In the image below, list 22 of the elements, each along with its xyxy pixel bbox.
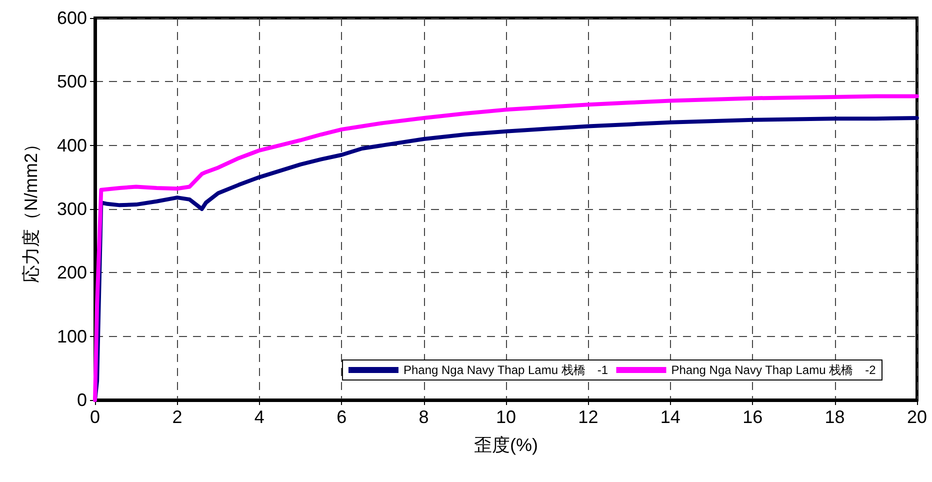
x-tick-label: 18 — [824, 407, 845, 427]
y-tick-label: 500 — [56, 72, 87, 92]
x-tick-label: 6 — [336, 407, 347, 427]
x-axis-title: 歪度(%) — [474, 435, 538, 455]
y-tick-label: 100 — [56, 326, 87, 346]
x-tick-label: 20 — [906, 407, 928, 427]
legend-label: Phang Nga Navy Thap Lamu 栈橋 -1 — [403, 363, 608, 377]
y-tick-label: 600 — [56, 8, 87, 28]
x-tick-label: 14 — [660, 407, 680, 427]
y-tick-label: 0 — [76, 390, 87, 410]
x-tick-label: 10 — [496, 407, 516, 427]
y-tick-label: 400 — [56, 135, 87, 156]
x-tick-label: 16 — [742, 407, 763, 427]
x-tick-label: 2 — [172, 407, 182, 427]
y-tick-label: 300 — [56, 199, 87, 219]
legend-label: Phang Nga Navy Thap Lamu 栈橋 -2 — [671, 363, 876, 377]
x-tick-label: 0 — [90, 407, 100, 427]
y-axis-title: 応力度（N/mm2） — [21, 135, 41, 283]
x-tick-label: 8 — [418, 407, 429, 427]
y-tick-label: 200 — [56, 262, 87, 283]
x-tick-label: 12 — [578, 407, 598, 427]
x-tick-label: 4 — [254, 407, 264, 427]
